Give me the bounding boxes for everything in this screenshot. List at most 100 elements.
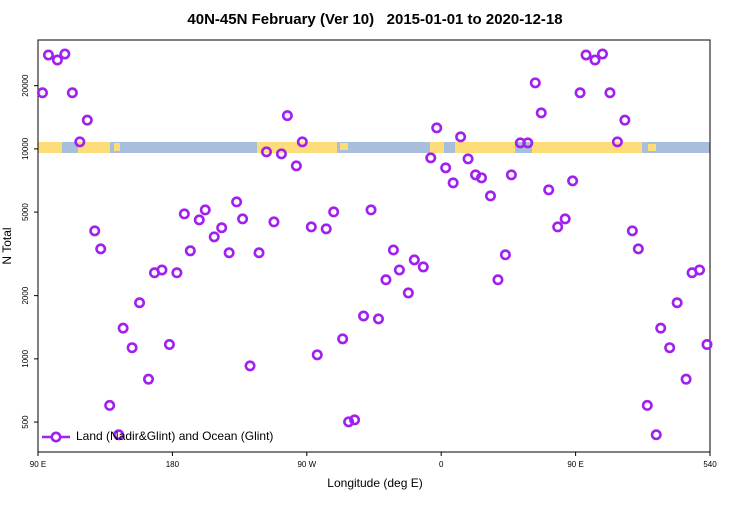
point bbox=[476, 172, 488, 184]
point bbox=[505, 169, 517, 181]
point bbox=[393, 264, 405, 276]
point bbox=[66, 87, 78, 99]
point bbox=[408, 254, 420, 266]
point bbox=[74, 136, 86, 148]
land-ocean-band bbox=[38, 142, 710, 153]
x-tick-label: 90 E bbox=[567, 460, 583, 469]
point bbox=[402, 287, 414, 299]
point bbox=[650, 429, 662, 441]
x-tick-label: 0 bbox=[439, 460, 444, 469]
point bbox=[543, 184, 555, 196]
point bbox=[462, 153, 474, 165]
point bbox=[51, 54, 63, 66]
point bbox=[36, 87, 48, 99]
point bbox=[89, 225, 101, 237]
y-tick-label: 20000 bbox=[21, 74, 30, 97]
x-axis-label: Longitude (deg E) bbox=[327, 476, 422, 490]
point bbox=[268, 216, 280, 228]
point bbox=[626, 225, 638, 237]
point bbox=[290, 160, 302, 172]
point bbox=[701, 339, 713, 351]
point bbox=[260, 146, 272, 158]
y-axis-label: N Total bbox=[0, 227, 14, 264]
point bbox=[223, 247, 235, 259]
point bbox=[237, 213, 249, 225]
point bbox=[231, 196, 243, 208]
x-tick-label: 90 W bbox=[297, 460, 316, 469]
point bbox=[604, 87, 616, 99]
point bbox=[305, 221, 317, 233]
point bbox=[632, 243, 644, 255]
point bbox=[134, 297, 146, 309]
point bbox=[253, 247, 265, 259]
x-tick-label: 540 bbox=[703, 460, 717, 469]
point bbox=[126, 342, 138, 354]
point bbox=[574, 87, 586, 99]
point bbox=[275, 148, 287, 160]
y-tick-label: 2000 bbox=[21, 286, 30, 304]
point bbox=[499, 249, 511, 261]
chart-title: 40N-45N February (Ver 10) 2015-01-01 to … bbox=[187, 11, 562, 28]
point bbox=[694, 264, 706, 276]
point bbox=[337, 333, 349, 345]
point bbox=[296, 136, 308, 148]
point bbox=[156, 264, 168, 276]
point bbox=[484, 190, 496, 202]
series bbox=[36, 48, 713, 441]
point bbox=[671, 297, 683, 309]
legend-marker bbox=[50, 431, 62, 443]
plot-frame bbox=[37, 39, 711, 453]
point bbox=[641, 399, 653, 411]
point bbox=[417, 261, 429, 273]
point bbox=[611, 136, 623, 148]
point bbox=[81, 114, 93, 126]
point bbox=[281, 110, 293, 122]
point bbox=[431, 122, 443, 134]
point bbox=[522, 137, 534, 149]
point bbox=[580, 49, 592, 61]
point bbox=[358, 310, 370, 322]
point bbox=[193, 214, 205, 226]
legend-item: Land (Nadir&Glint) and Ocean (Glint) bbox=[42, 429, 273, 443]
point bbox=[596, 48, 608, 60]
point bbox=[365, 204, 377, 216]
point bbox=[95, 243, 107, 255]
point bbox=[171, 267, 183, 279]
y-tick-label: 5000 bbox=[21, 203, 30, 221]
point bbox=[440, 162, 452, 174]
point bbox=[387, 244, 399, 256]
point bbox=[567, 175, 579, 187]
point bbox=[589, 54, 601, 66]
point bbox=[655, 322, 667, 334]
point bbox=[163, 339, 175, 351]
point bbox=[349, 414, 361, 426]
point bbox=[552, 221, 564, 233]
point bbox=[117, 322, 129, 334]
point bbox=[680, 373, 692, 385]
point bbox=[343, 416, 355, 428]
point bbox=[664, 342, 676, 354]
legend-label: Land (Nadir&Glint) and Ocean (Glint) bbox=[76, 429, 273, 443]
point bbox=[455, 131, 467, 143]
point bbox=[311, 349, 323, 361]
point bbox=[535, 107, 547, 119]
point bbox=[216, 222, 228, 234]
point bbox=[380, 274, 392, 286]
x-tick-label: 90 E bbox=[30, 460, 46, 469]
point bbox=[113, 429, 125, 441]
point bbox=[619, 114, 631, 126]
point bbox=[199, 204, 211, 216]
point bbox=[143, 373, 155, 385]
point bbox=[42, 49, 54, 61]
point bbox=[425, 152, 437, 164]
point bbox=[328, 206, 340, 218]
y-tick-label: 500 bbox=[21, 415, 30, 429]
point bbox=[208, 231, 220, 243]
point bbox=[244, 360, 256, 372]
point bbox=[104, 399, 116, 411]
point bbox=[492, 274, 504, 286]
point bbox=[529, 77, 541, 89]
point bbox=[184, 245, 196, 257]
y-tick-label: 10000 bbox=[21, 137, 30, 160]
